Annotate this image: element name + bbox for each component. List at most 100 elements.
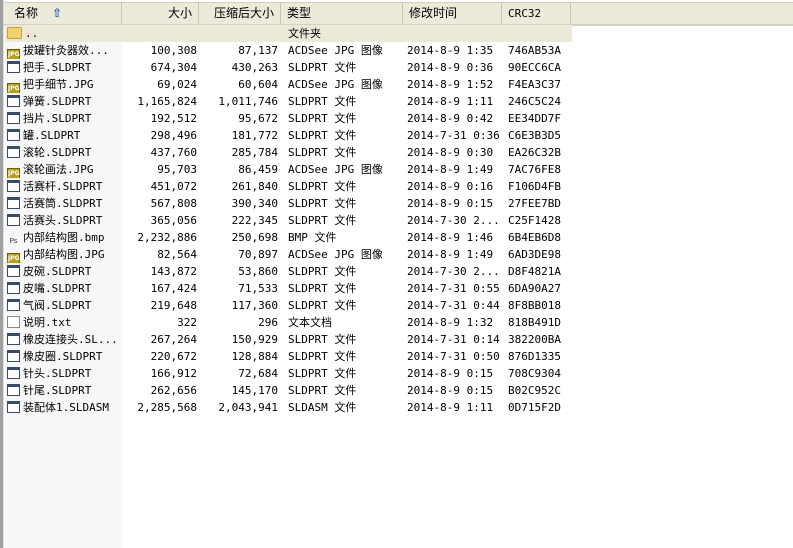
file-name: .. bbox=[25, 27, 39, 40]
file-size: 166,912 bbox=[150, 367, 197, 380]
file-packed-size: 95,672 bbox=[238, 112, 278, 125]
file-row[interactable]: Ps 内部结构图.bmp 2,232,886 250,698 BMP 文件 2014-8-… bbox=[5, 229, 572, 246]
file-row[interactable]: 滚轮.SLDPRT 437,760 285,784 SLDPRT 文件 2014-8-9… bbox=[5, 144, 572, 161]
file-size: 365,056 bbox=[150, 214, 197, 227]
jpg-image-icon: JPG bbox=[7, 49, 20, 59]
sldprt-file-icon bbox=[7, 180, 20, 192]
file-type: SLDPRT 文件 bbox=[288, 214, 357, 227]
file-size: 674,304 bbox=[150, 61, 197, 74]
file-type: SLDPRT 文件 bbox=[288, 197, 357, 210]
file-packed-size: 60,604 bbox=[238, 78, 278, 91]
file-modified: 2014-8-9 1:11 bbox=[407, 401, 494, 414]
file-row[interactable]: 活赛杆.SLDPRT 451,072 261,840 SLDPRT 文件 2014-8-… bbox=[5, 178, 572, 195]
left-border bbox=[0, 0, 4, 548]
file-row[interactable]: 罐.SLDPRT 298,496 181,772 SLDPRT 文件 2014-7-31… bbox=[5, 127, 572, 144]
file-row[interactable]: JPG 拔罐针灸器效... 100,308 87,137 ACDSee JPG 图像 20… bbox=[5, 42, 572, 59]
sldprt-file-icon bbox=[7, 112, 20, 124]
file-name: 内部结构图.JPG bbox=[23, 248, 105, 261]
file-name: 针尾.SLDPRT bbox=[23, 384, 92, 397]
file-row[interactable]: JPG 滚轮画法.JPG 95,703 86,459 ACDSee JPG 图像 2014… bbox=[5, 161, 572, 178]
file-modified: 2014-8-9 0:16 bbox=[407, 180, 494, 193]
file-type: SLDPRT 文件 bbox=[288, 129, 357, 142]
file-name: 活赛筒.SLDPRT bbox=[23, 197, 103, 210]
file-modified: 2014-7-31 0:55 bbox=[407, 282, 500, 295]
file-modified: 2014-7-30 2... bbox=[407, 265, 500, 278]
file-packed-size: 261,840 bbox=[231, 180, 278, 193]
file-name: 内部结构图.bmp bbox=[23, 231, 105, 244]
column-header-modified[interactable]: 修改时间 bbox=[403, 3, 502, 24]
column-header-packed[interactable]: 压缩后大小 bbox=[199, 3, 281, 24]
file-name: 皮碗.SLDPRT bbox=[23, 265, 92, 278]
file-size: 567,808 bbox=[150, 197, 197, 210]
file-name: 拔罐针灸器效... bbox=[23, 44, 109, 57]
file-row[interactable]: 皮嘴.SLDPRT 167,424 71,533 SLDPRT 文件 2014-7-31… bbox=[5, 280, 572, 297]
file-row[interactable]: 把手.SLDPRT 674,304 430,263 SLDPRT 文件 2014-8-9… bbox=[5, 59, 572, 76]
column-header-name[interactable]: 名称 ⇧ bbox=[4, 3, 122, 24]
file-row[interactable]: JPG 内部结构图.JPG 82,564 70,897 ACDSee JPG 图像 201… bbox=[5, 246, 572, 263]
file-size: 2,285,568 bbox=[137, 401, 197, 414]
file-modified: 2014-7-31 0:44 bbox=[407, 299, 500, 312]
file-packed-size: 285,784 bbox=[231, 146, 278, 159]
sldprt-file-icon bbox=[7, 299, 20, 311]
file-crc: 6AD3DE98 bbox=[508, 248, 561, 261]
file-crc: 382200BA bbox=[508, 333, 561, 346]
file-packed-size: 86,459 bbox=[238, 163, 278, 176]
file-name: 气阀.SLDPRT bbox=[23, 299, 92, 312]
file-name: 橡皮连接头.SL... bbox=[23, 333, 118, 346]
file-packed-size: 72,684 bbox=[238, 367, 278, 380]
file-row[interactable]: 活赛筒.SLDPRT 567,808 390,340 SLDPRT 文件 2014-8-… bbox=[5, 195, 572, 212]
file-size: 262,656 bbox=[150, 384, 197, 397]
sort-up-arrow-icon: ⇧ bbox=[52, 6, 63, 20]
file-packed-size: 390,340 bbox=[231, 197, 278, 210]
file-row[interactable]: 弹簧.SLDPRT 1,165,824 1,011,746 SLDPRT 文件 2014… bbox=[5, 93, 572, 110]
file-row[interactable]: 挡片.SLDPRT 192,512 95,672 SLDPRT 文件 2014-8-9 … bbox=[5, 110, 572, 127]
sldprt-file-icon bbox=[7, 197, 20, 209]
file-crc: 746AB53A bbox=[508, 44, 561, 57]
file-name: 罐.SLDPRT bbox=[23, 129, 81, 142]
file-packed-size: 250,698 bbox=[231, 231, 278, 244]
file-size: 167,424 bbox=[150, 282, 197, 295]
file-size: 143,872 bbox=[150, 265, 197, 278]
file-type: SLDPRT 文件 bbox=[288, 146, 357, 159]
file-row[interactable]: 针尾.SLDPRT 262,656 145,170 SLDPRT 文件 2014-8-9… bbox=[5, 382, 572, 399]
sldprt-file-icon bbox=[7, 214, 20, 226]
sldprt-file-icon bbox=[7, 333, 20, 345]
file-name: 滚轮画法.JPG bbox=[23, 163, 94, 176]
column-header-size[interactable]: 大小 bbox=[122, 3, 199, 24]
file-row[interactable]: 气阀.SLDPRT 219,648 117,360 SLDPRT 文件 2014-7-3… bbox=[5, 297, 572, 314]
file-row[interactable]: 橡皮圈.SLDPRT 220,672 128,884 SLDPRT 文件 2014-7-… bbox=[5, 348, 572, 365]
sldprt-file-icon bbox=[7, 384, 20, 396]
file-type: SLDPRT 文件 bbox=[288, 180, 357, 193]
file-type: ACDSee JPG 图像 bbox=[288, 248, 383, 261]
text-file-icon bbox=[7, 316, 20, 328]
sorted-column-background bbox=[5, 24, 122, 548]
sldprt-file-icon bbox=[7, 95, 20, 107]
file-size: 219,648 bbox=[150, 299, 197, 312]
sldprt-file-icon bbox=[7, 282, 20, 294]
sldprt-file-icon bbox=[7, 367, 20, 379]
file-row[interactable]: 说明.txt 322 296 文本文档 2014-8-9 1:32 818B491D bbox=[5, 314, 572, 331]
file-name: 把手细节.JPG bbox=[23, 78, 94, 91]
sldprt-file-icon bbox=[7, 350, 20, 362]
file-crc: C6E3B3D5 bbox=[508, 129, 561, 142]
file-name: 活赛头.SLDPRT bbox=[23, 214, 103, 227]
file-crc: 708C9304 bbox=[508, 367, 561, 380]
file-packed-size: 181,772 bbox=[231, 129, 278, 142]
file-row[interactable]: 活赛头.SLDPRT 365,056 222,345 SLDPRT 文件 2014-7-… bbox=[5, 212, 572, 229]
file-type: ACDSee JPG 图像 bbox=[288, 44, 383, 57]
jpg-image-icon: JPG bbox=[7, 168, 20, 178]
file-modified: 2014-8-9 1:46 bbox=[407, 231, 494, 244]
file-row[interactable]: 皮碗.SLDPRT 143,872 53,860 SLDPRT 文件 2014-7-30… bbox=[5, 263, 572, 280]
parent-folder-row[interactable]: .. 文件夹 bbox=[5, 25, 572, 42]
file-type: SLDASM 文件 bbox=[288, 401, 357, 414]
file-size: 2,232,886 bbox=[137, 231, 197, 244]
file-row[interactable]: 针头.SLDPRT 166,912 72,684 SLDPRT 文件 2014-8-9 … bbox=[5, 365, 572, 382]
file-packed-size: 430,263 bbox=[231, 61, 278, 74]
file-size: 298,496 bbox=[150, 129, 197, 142]
file-crc: 6B4EB6D8 bbox=[508, 231, 561, 244]
file-row[interactable]: JPG 把手细节.JPG 69,024 60,604 ACDSee JPG 图像 2014… bbox=[5, 76, 572, 93]
file-row[interactable]: 装配体1.SLDASM 2,285,568 2,043,941 SLDASM 文件 20… bbox=[5, 399, 572, 416]
file-row[interactable]: 橡皮连接头.SL... 267,264 150,929 SLDPRT 文件 2014-7… bbox=[5, 331, 572, 348]
column-header-type[interactable]: 类型 bbox=[281, 3, 403, 24]
column-header-crc[interactable]: CRC32 bbox=[502, 3, 571, 24]
